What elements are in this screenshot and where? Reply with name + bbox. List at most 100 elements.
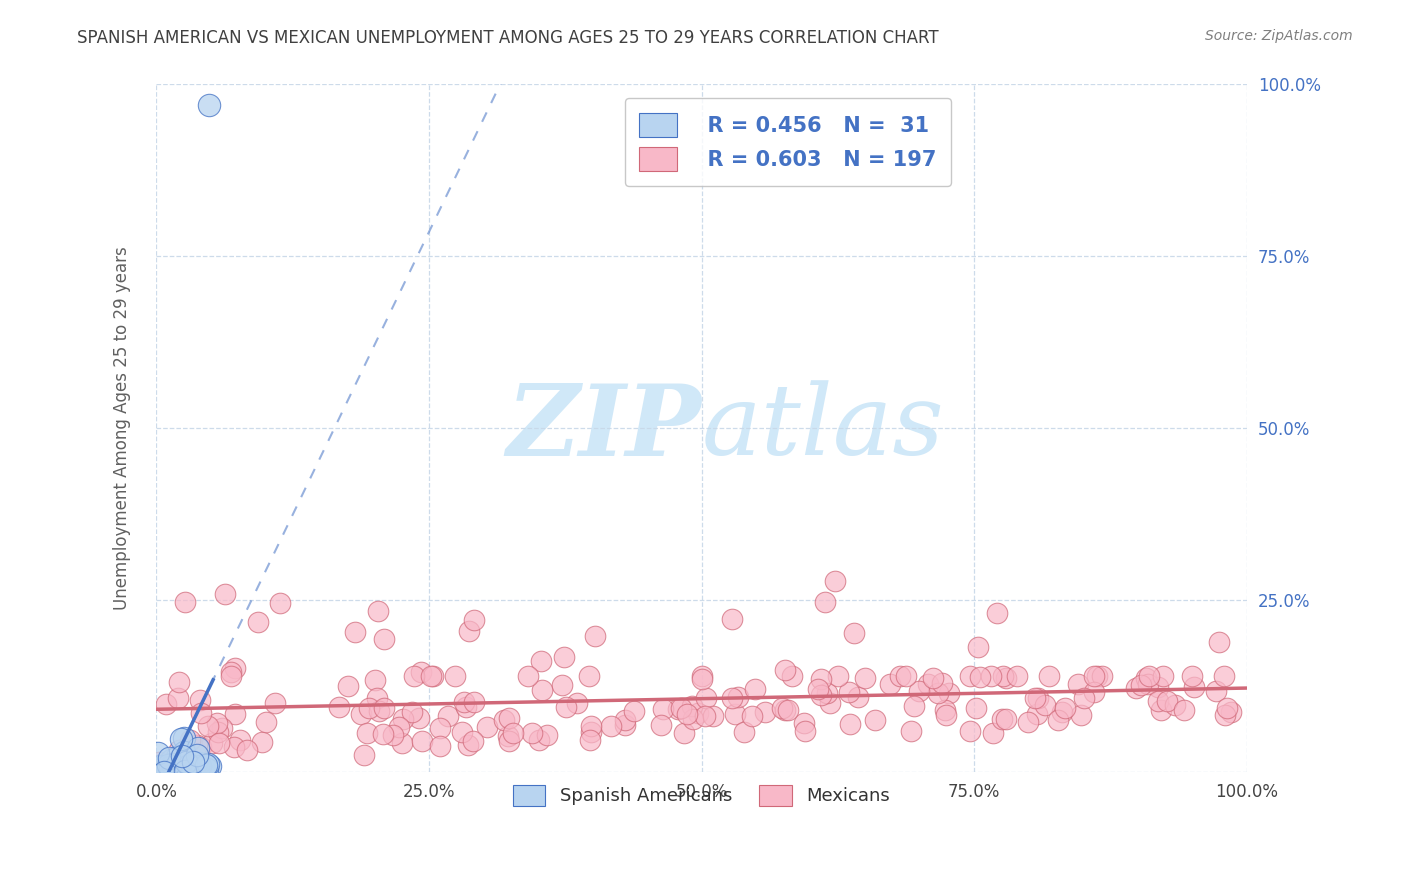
Point: [793, 716, 815, 731]
Point: [186, 748, 208, 763]
Point: [1035, 698, 1057, 713]
Point: [174, 764, 197, 778]
Point: [498, 733, 520, 747]
Point: [934, 703, 956, 717]
Point: [463, 695, 485, 709]
Point: [328, 700, 350, 714]
Point: [516, 669, 538, 683]
Point: [927, 686, 949, 700]
Point: [807, 682, 830, 697]
Point: [181, 755, 204, 769]
Point: [357, 701, 380, 715]
Point: [889, 669, 911, 683]
Point: [814, 595, 837, 609]
Point: [815, 686, 838, 700]
Point: [408, 711, 430, 725]
Point: [263, 696, 285, 710]
Point: [965, 701, 987, 715]
Text: atlas: atlas: [702, 381, 945, 476]
Point: [863, 713, 886, 727]
Point: [1212, 669, 1234, 683]
Point: [908, 684, 931, 698]
Point: [186, 739, 208, 753]
Point: [578, 733, 600, 747]
Point: [824, 574, 846, 588]
Point: [160, 756, 183, 771]
Point: [146, 747, 169, 761]
Point: [553, 650, 575, 665]
Point: [1182, 680, 1205, 694]
Point: [1152, 669, 1174, 683]
Point: [810, 688, 832, 702]
Point: [531, 683, 554, 698]
Point: [1215, 701, 1237, 715]
Point: [149, 762, 172, 776]
Point: [991, 713, 1014, 727]
Point: [565, 697, 588, 711]
Point: [179, 757, 201, 772]
Point: [350, 706, 373, 721]
Point: [682, 712, 704, 726]
Point: [741, 708, 763, 723]
Point: [367, 604, 389, 618]
Point: [1181, 669, 1204, 683]
Point: [201, 736, 224, 750]
Point: [173, 761, 195, 775]
Point: [1156, 694, 1178, 708]
Point: [681, 699, 703, 714]
Point: [195, 762, 218, 776]
Point: [1085, 669, 1108, 683]
Point: [1147, 694, 1170, 708]
Point: [551, 677, 574, 691]
Point: [364, 673, 387, 688]
Point: [931, 676, 953, 690]
Point: [224, 740, 246, 755]
Point: [190, 706, 212, 720]
Point: [969, 670, 991, 684]
Point: [599, 718, 621, 732]
Point: [844, 625, 866, 640]
Point: [179, 733, 201, 747]
Point: [197, 98, 219, 112]
Point: [900, 724, 922, 739]
Point: [498, 711, 520, 725]
Point: [702, 709, 724, 723]
Point: [188, 692, 211, 706]
Point: [219, 665, 242, 679]
Point: [373, 727, 395, 741]
Point: [579, 725, 602, 739]
Point: [853, 672, 876, 686]
Point: [650, 717, 672, 731]
Point: [727, 690, 749, 705]
Point: [827, 669, 849, 683]
Point: [838, 685, 860, 699]
Point: [160, 753, 183, 767]
Point: [1137, 669, 1160, 683]
Point: [157, 757, 180, 772]
Point: [623, 704, 645, 718]
Point: [190, 739, 212, 754]
Point: [457, 738, 479, 752]
Point: [214, 587, 236, 601]
Point: [208, 736, 231, 750]
Point: [188, 759, 211, 773]
Point: [1215, 708, 1237, 723]
Text: ZIP: ZIP: [506, 380, 702, 476]
Point: [1129, 678, 1152, 692]
Point: [173, 745, 195, 759]
Point: [773, 703, 796, 717]
Point: [155, 697, 177, 711]
Point: [1038, 669, 1060, 683]
Point: [343, 625, 366, 640]
Point: [453, 695, 475, 709]
Point: [583, 629, 606, 643]
Point: [187, 741, 209, 756]
Point: [166, 750, 188, 764]
Point: [211, 721, 233, 735]
Point: [149, 760, 172, 774]
Point: [1083, 685, 1105, 699]
Point: [1026, 691, 1049, 706]
Point: [1208, 635, 1230, 649]
Point: [152, 765, 174, 780]
Point: [986, 607, 1008, 621]
